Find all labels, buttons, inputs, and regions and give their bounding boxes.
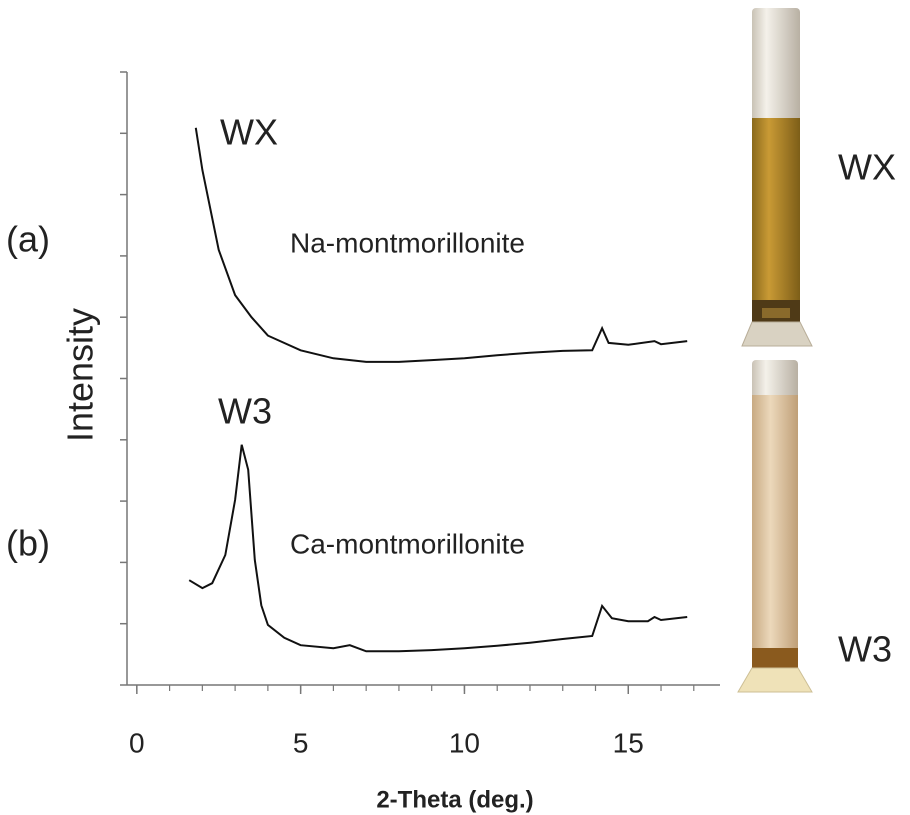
photo-label: W3	[838, 629, 892, 670]
annotation: Na-montmorillonite	[290, 227, 525, 258]
line-series	[194, 127, 688, 363]
annotation: (a)	[6, 219, 50, 260]
annotation: Ca-montmorillonite	[290, 528, 525, 559]
cylinder-photo-w3	[737, 360, 813, 693]
cylinder-photo-wx	[741, 8, 813, 347]
x-tick-label: 10	[449, 727, 480, 758]
series-label: W3	[218, 391, 272, 432]
y-axis-title: Intensity	[60, 308, 101, 442]
annotation: (b)	[6, 523, 50, 564]
x-tick-label: 15	[613, 727, 644, 758]
x-tick-label: 5	[293, 727, 309, 758]
series-label: WX	[220, 112, 278, 153]
x-axis-title: 2-Theta (deg.)	[376, 786, 533, 813]
line-series	[188, 444, 688, 653]
x-tick-label: 0	[129, 727, 145, 758]
photo-label: WX	[838, 147, 896, 188]
